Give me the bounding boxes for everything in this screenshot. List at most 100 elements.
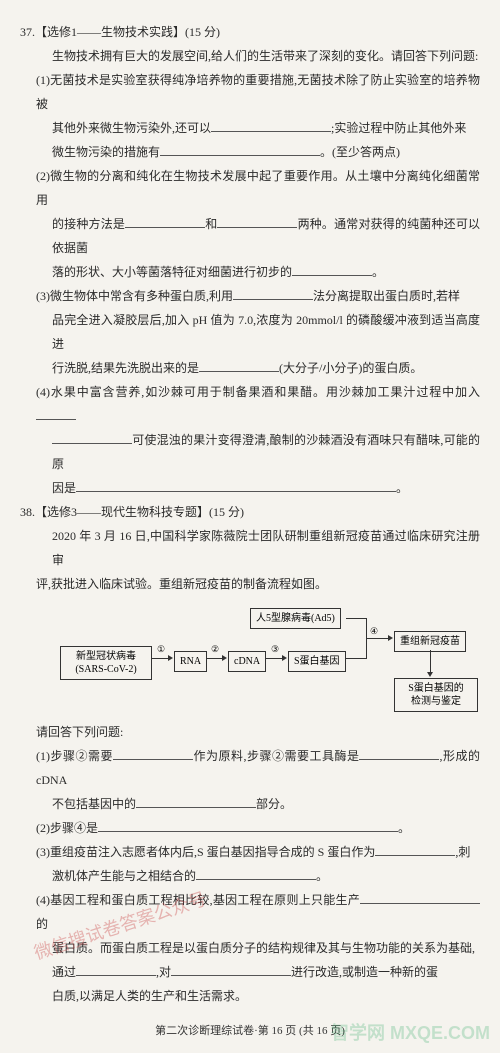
flow-diagram: 新型冠状病毒 (SARS-CoV-2) ① RNA ② cDNA ③ S蛋白基因… xyxy=(60,608,480,708)
text: (SARS-CoV-2) xyxy=(75,664,136,675)
text: 和 xyxy=(205,217,217,231)
text: (3)微生物体中常含有多种蛋白质,利用 xyxy=(36,289,233,303)
text: S蛋白基因的 xyxy=(408,683,464,694)
q38-1b: 不包括基因中的 部分。 xyxy=(20,792,480,816)
q37-4a: (4)水果中富含营养,如沙棘可用于制备果酒和果醋。用沙棘加工果汁过程中加入 xyxy=(20,380,480,428)
box-detect: S蛋白基因的 检测与鉴定 xyxy=(394,678,478,712)
text: ,刺 xyxy=(455,845,470,859)
blank xyxy=(375,843,455,856)
q37-3c: 行洗脱,结果先洗脱出来的是 (大分子/小分子)的蛋白质。 xyxy=(20,356,480,380)
text: 行洗脱,结果先洗脱出来的是 xyxy=(52,361,199,375)
q37-intro: 生物技术拥有巨大的发展空间,给人们的生活带来了深刻的变化。请回答下列问题: xyxy=(20,44,480,68)
blank xyxy=(160,143,320,156)
arrow-head-icon xyxy=(222,655,227,661)
text: (1)步骤②需要 xyxy=(36,749,113,763)
text: 通过 xyxy=(52,965,76,979)
q37-1a: (1)无菌技术是实验室获得纯净培养物的重要措施,无菌技术除了防止实验室的培养物被 xyxy=(20,68,480,116)
exam-page: 37.【选修1——生物技术实践】(15 分) 生物技术拥有巨大的发展空间,给人们… xyxy=(0,0,500,1053)
arrow-head-icon xyxy=(168,655,173,661)
arrow-head-icon xyxy=(388,635,393,641)
text: 。 xyxy=(316,869,328,883)
blank xyxy=(125,215,205,228)
q38-intro1: 2020 年 3 月 16 日,中国科学家陈薇院士团队研制重组新冠疫苗通过临床研… xyxy=(20,524,480,572)
box-virus: 新型冠状病毒 (SARS-CoV-2) xyxy=(60,646,152,680)
blank xyxy=(171,963,291,976)
blank xyxy=(292,263,372,276)
text: (3)重组疫苗注入志愿者体内后,S 蛋白基因指导合成的 S 蛋白作为 xyxy=(36,845,375,859)
blank xyxy=(359,747,439,760)
blank xyxy=(196,867,316,880)
blank xyxy=(36,407,76,420)
box-sgene: S蛋白基因 xyxy=(288,651,346,672)
q37-2b: 的接种方法是和两种。通常对获得的纯菌种还可以依据菌 xyxy=(20,212,480,260)
text: 的接种方法是 xyxy=(52,217,125,231)
q38-2: (2)步骤④是 。 xyxy=(20,816,480,840)
q38-intro2: 评,获批进入临床试验。重组新冠疫苗的制备流程如图。 xyxy=(20,572,480,596)
q37-1b: 其他外来微生物污染外,还可以 ;实验过程中防止其他外来 xyxy=(20,116,480,140)
q38-3a: (3)重组疫苗注入志愿者体内后,S 蛋白基因指导合成的 S 蛋白作为 ,刺 xyxy=(20,840,480,864)
line xyxy=(346,658,366,659)
text: 作为原料,步骤②需要工具酶是 xyxy=(193,749,359,763)
text: 微生物污染的措施有 xyxy=(52,145,160,159)
text: (4)水果中富含营养,如沙棘可用于制备果酒和果醋。用沙棘加工果汁过程中加入 xyxy=(36,385,480,399)
blank xyxy=(211,119,331,132)
text: 进行改造,或制造一种新的蛋 xyxy=(291,965,438,979)
blank xyxy=(52,431,132,444)
text: 。 xyxy=(372,265,384,279)
q38-4a: (4)基因工程和蛋白质工程相比较,基因工程在原则上只能生产的 xyxy=(20,888,480,936)
line xyxy=(366,638,390,639)
q37-3b: 品完全进入凝胶层后,加入 pH 值为 7.0,浓度为 20mmol/l 的磷酸缓… xyxy=(20,308,480,356)
text: 其他外来微生物污染外,还可以 xyxy=(52,121,211,135)
q38-prompt: 请回答下列问题: xyxy=(20,720,480,744)
box-cdna: cDNA xyxy=(228,651,266,672)
q37-4c: 因是 。 xyxy=(20,476,480,500)
q37-2c: 落的形状、大小等菌落特征对细菌进行初步的 。 xyxy=(20,260,480,284)
text: ;实验过程中防止其他外来 xyxy=(331,121,466,135)
step-1: ① xyxy=(157,644,165,655)
text: 。(至少答两点) xyxy=(320,145,400,159)
text: 。 xyxy=(398,821,410,835)
blank xyxy=(136,795,256,808)
text: 检测与鉴定 xyxy=(411,696,461,707)
box-rna: RNA xyxy=(174,651,207,672)
text: 法分离提取出蛋白质时,若样 xyxy=(313,289,460,303)
q38-3b: 激机体产生能与之相结合的 。 xyxy=(20,864,480,888)
q38-4c: 通过 ,对 进行改造,或制造一种新的蛋 xyxy=(20,960,480,984)
text: (大分子/小分子)的蛋白质。 xyxy=(279,361,422,375)
text: 激机体产生能与之相结合的 xyxy=(52,869,196,883)
q37-header: 37.【选修1——生物技术实践】(15 分) xyxy=(20,20,480,44)
blank xyxy=(76,963,156,976)
q37-2a: (2)微生物的分离和纯化在生物技术发展中起了重要作用。从土壤中分离纯化细菌常用 xyxy=(20,164,480,212)
text: (4)基因工程和蛋白质工程相比较,基因工程在原则上只能生产 xyxy=(36,893,360,907)
blank xyxy=(98,819,398,832)
corner-watermark: 智学网 MXQE.COM xyxy=(331,1019,490,1045)
text: (2)步骤④是 xyxy=(36,821,98,835)
text: 部分。 xyxy=(256,797,292,811)
blank xyxy=(233,287,313,300)
blank xyxy=(217,215,297,228)
arrow-head-icon xyxy=(282,655,287,661)
blank xyxy=(113,747,193,760)
box-vaccine: 重组新冠疫苗 xyxy=(394,631,466,652)
q38-header: 38.【选修3——现代生物科技专题】(15 分) xyxy=(20,500,480,524)
text: ,对 xyxy=(156,965,171,979)
q37-1c: 微生物污染的措施有 。(至少答两点) xyxy=(20,140,480,164)
text: 新型冠状病毒 xyxy=(76,651,136,662)
q38-4d: 白质,以满足人类的生产和生活需求。 xyxy=(20,984,480,1008)
q38-4b: 蛋白质。而蛋白质工程是以蛋白质分子的结构规律及其与生物功能的关系为基础, xyxy=(20,936,480,960)
blank xyxy=(76,479,396,492)
arrow-head-down-icon xyxy=(427,672,433,677)
text: 落的形状、大小等菌落特征对细菌进行初步的 xyxy=(52,265,292,279)
step-3: ③ xyxy=(271,644,279,655)
blank xyxy=(360,891,480,904)
step-4: ④ xyxy=(370,626,378,637)
text: 不包括基因中的 xyxy=(52,797,136,811)
text: 的 xyxy=(36,917,48,931)
q37-3a: (3)微生物体中常含有多种蛋白质,利用 法分离提取出蛋白质时,若样 xyxy=(20,284,480,308)
line xyxy=(346,618,366,619)
text: 因是 xyxy=(52,481,76,495)
q38-1a: (1)步骤②需要作为原料,步骤②需要工具酶是,形成的 cDNA xyxy=(20,744,480,792)
text: 。 xyxy=(396,481,408,495)
line xyxy=(430,650,431,674)
blank xyxy=(199,359,279,372)
